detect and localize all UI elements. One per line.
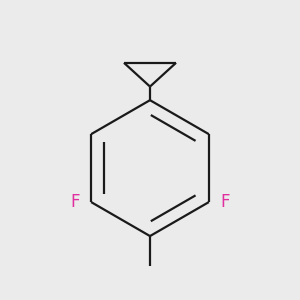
Text: F: F — [70, 193, 80, 211]
Text: F: F — [220, 193, 230, 211]
